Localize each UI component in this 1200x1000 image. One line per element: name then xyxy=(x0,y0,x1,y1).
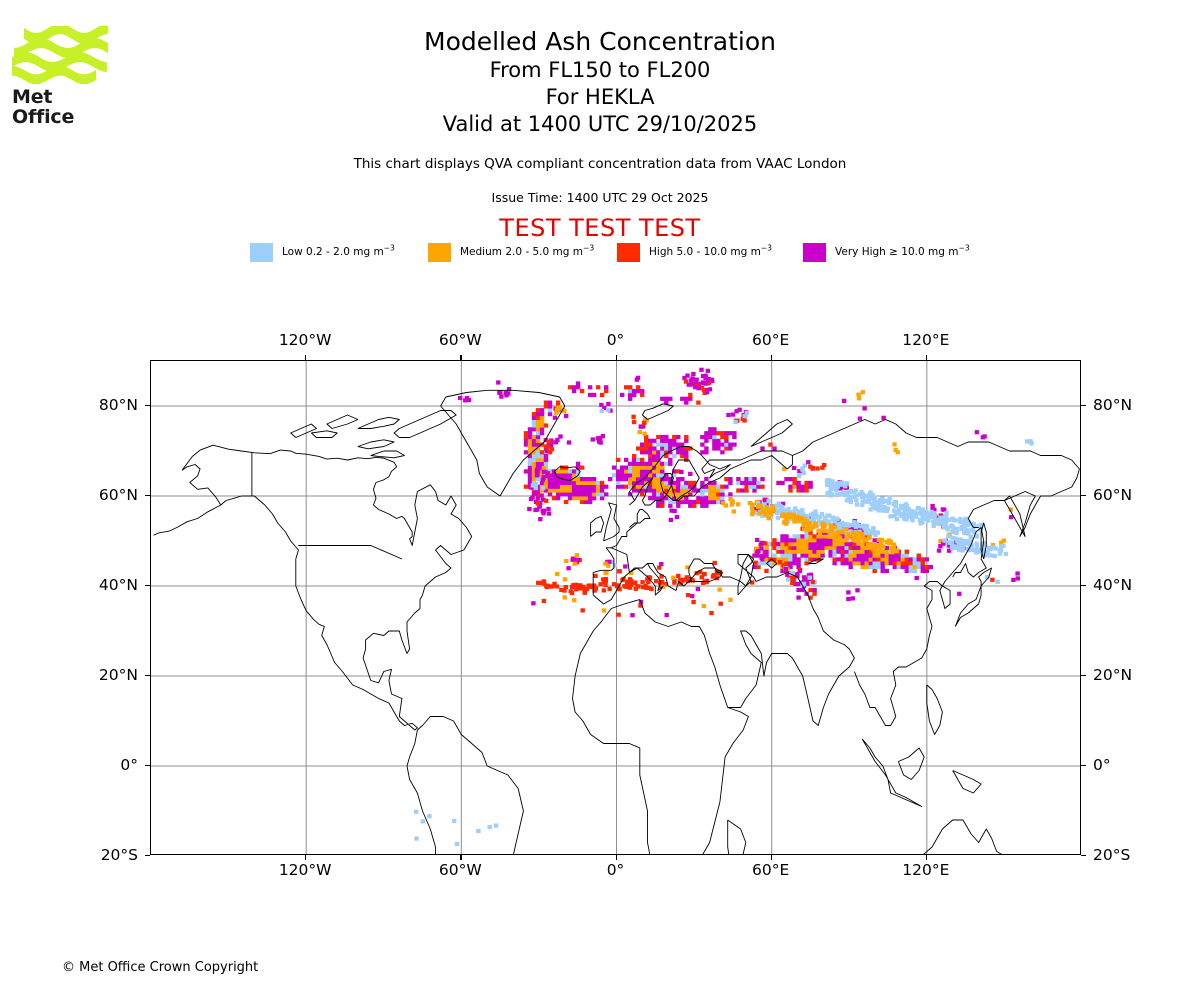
issue-time-text: Issue Time: 1400 UTC 29 Oct 2025 xyxy=(491,190,709,205)
y-axis-tick xyxy=(1081,585,1086,587)
x-axis-label-bottom: 60°E xyxy=(752,861,790,879)
y-axis-label-right: 40°N xyxy=(1093,576,1133,594)
x-axis-label-bottom: 120°E xyxy=(902,861,950,879)
map-plot-frame xyxy=(150,360,1081,855)
map-canvas xyxy=(151,361,1080,854)
x-axis-label-bottom: 0° xyxy=(606,861,625,879)
y-axis-label-right: 0° xyxy=(1093,756,1111,774)
y-axis-tick xyxy=(145,765,150,767)
y-axis-tick xyxy=(145,855,150,857)
concentration-legend: Low 0.2 - 2.0 mg m−3 Medium 2.0 - 5.0 mg … xyxy=(250,242,992,262)
x-axis-tick xyxy=(615,355,617,360)
y-axis-tick xyxy=(1081,495,1086,497)
x-axis-label-top: 120°E xyxy=(902,331,950,349)
legend-label: High 5.0 - 10.0 mg m−3 xyxy=(649,243,773,258)
met-office-waves-logo-icon xyxy=(12,26,108,84)
y-axis-tick xyxy=(1081,855,1086,857)
page-title-block: Modelled Ash Concentration From FL150 to… xyxy=(0,26,1200,138)
x-axis-label-top: 120°W xyxy=(278,331,332,349)
x-axis-tick xyxy=(770,855,772,860)
legend-item-medium: Medium 2.0 - 5.0 mg m−3 xyxy=(428,242,594,262)
flight-level-subtitle: From FL150 to FL200 xyxy=(489,58,711,82)
map-gridlines xyxy=(151,361,1080,854)
y-axis-label-left: 80°N xyxy=(98,396,138,414)
page-title: Modelled Ash Concentration xyxy=(424,27,776,56)
x-axis-label-bottom: 120°W xyxy=(278,861,332,879)
y-axis-label-right: 80°N xyxy=(1093,396,1133,414)
y-axis-label-left: 20°S xyxy=(100,846,138,864)
x-axis-tick xyxy=(460,355,462,360)
qva-compliance-note: This chart displays QVA compliant concen… xyxy=(353,156,847,172)
legend-swatch xyxy=(428,242,451,262)
legend-swatch xyxy=(250,242,273,262)
x-axis-label-top: 60°W xyxy=(438,331,482,349)
x-axis-tick xyxy=(925,855,928,860)
copyright-footer: © Met Office Crown Copyright xyxy=(62,960,259,975)
x-axis-tick xyxy=(460,855,462,860)
legend-label: Very High ≥ 10.0 mg m−3 xyxy=(835,243,970,258)
x-axis-label-bottom: 60°W xyxy=(438,861,482,879)
valid-time-subtitle: Valid at 1400 UTC 29/10/2025 xyxy=(442,112,758,136)
x-axis-tick xyxy=(925,355,928,360)
legend-label: Low 0.2 - 2.0 mg m−3 xyxy=(282,243,395,258)
y-axis-tick xyxy=(145,585,150,587)
x-axis-tick xyxy=(770,355,772,360)
y-axis-label-left: 0° xyxy=(120,756,138,774)
legend-label: Medium 2.0 - 5.0 mg m−3 xyxy=(460,243,595,258)
x-axis-tick xyxy=(615,855,617,860)
ash-concentration-map: 120°W 120°W 60°W 60°W 0° 0° 60°E 60°E 120°E 120°E… xyxy=(99,331,1132,879)
map-coastlines xyxy=(153,389,1080,854)
y-axis-label-left: 40°N xyxy=(98,576,138,594)
legend-swatch xyxy=(617,242,640,262)
x-axis-label-top: 60°E xyxy=(752,331,790,349)
y-axis-label-right: 20°N xyxy=(1093,666,1133,684)
y-axis-tick xyxy=(1081,765,1086,767)
x-axis-label-top: 0° xyxy=(606,331,625,349)
ash-plume-layer xyxy=(414,367,1034,847)
y-axis-label-right: 60°N xyxy=(1093,486,1133,504)
met-office-wordmark: Met Office xyxy=(12,86,75,128)
y-axis-tick xyxy=(1081,405,1086,407)
x-axis-tick xyxy=(305,855,307,860)
test-banner: TEST TEST TEST xyxy=(499,214,701,242)
y-axis-label-left: 20°N xyxy=(98,666,138,684)
met-office-logo: Met Office xyxy=(12,26,112,127)
y-axis-tick xyxy=(145,675,150,677)
y-axis-tick xyxy=(145,405,150,407)
y-axis-tick xyxy=(1081,675,1086,677)
legend-item-very: Very High ≥ 10.0 mg m−3 xyxy=(803,242,970,262)
x-axis-tick xyxy=(305,355,307,360)
volcano-subtitle: For HEKLA xyxy=(545,85,655,109)
legend-swatch xyxy=(803,242,826,262)
legend-item-high: High 5.0 - 10.0 mg m−3 xyxy=(617,242,772,262)
y-axis-tick xyxy=(145,495,150,497)
y-axis-label-right: 20°S xyxy=(1093,846,1131,864)
y-axis-label-left: 60°N xyxy=(98,486,138,504)
legend-item-low: Low 0.2 - 2.0 mg m−3 xyxy=(250,242,395,262)
